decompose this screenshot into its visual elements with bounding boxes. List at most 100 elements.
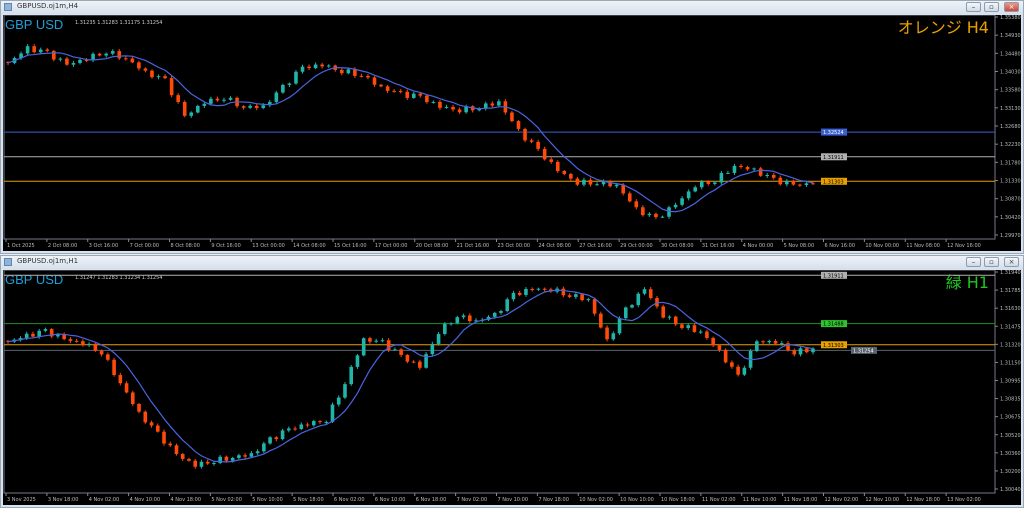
candle-body [634,201,639,208]
candle-body [474,320,478,322]
x-tick-label: 4 Nov 02:00 [89,497,120,503]
candle-body [778,177,783,185]
candle-body [599,313,603,328]
candle-body [711,337,715,346]
chart-window-h4[interactable]: GBPUSD.oj1m,H4 – ▫ × GBP USD 1.31235 1.3… [0,0,1024,254]
x-tick-label: 10 Nov 10:00 [620,497,654,503]
candle-body [792,350,797,355]
candle-body [791,180,796,185]
candle-body [654,213,658,218]
window-titlebar[interactable]: GBPUSD.oj1m,H4 – ▫ × [1,1,1023,14]
y-tick-label: 1.32230 [1000,142,1021,148]
x-tick-label: 23 Oct 00:00 [498,243,531,249]
candle-body [505,299,510,312]
candle-body [467,315,472,322]
minimize-button[interactable]: – [966,257,981,267]
chart-window-h1[interactable]: GBPUSD.oj1m,H1 – ▫ × GBP USD 1.31247 1.3… [0,255,1024,508]
y-tick-label: 1.31630 [1000,306,1021,312]
candle-body [174,445,179,455]
candle-body [605,327,609,340]
candle-body [106,354,110,360]
candle-body [187,458,191,461]
candle-body [93,343,98,351]
restore-button[interactable]: ▫ [984,2,999,12]
price-chart-h1[interactable]: GBP USD 1.31247 1.31283 1.31234 1.31254 … [3,270,1021,505]
candle-body [592,299,597,314]
candle-body [336,397,341,405]
candle-body [555,161,560,172]
candle-body [293,428,297,430]
candle-body [78,59,82,64]
candle-body [499,311,503,313]
x-tick-label: 5 Nov 08:00 [784,243,815,249]
candle-body [49,329,54,337]
candle-body [630,305,634,308]
window-titlebar[interactable]: GBPUSD.oj1m,H1 – ▫ × [1,256,1023,269]
x-tick-label: 14 Oct 08:00 [293,243,326,249]
candle-body [492,312,497,317]
candle-body [811,183,815,185]
candle-body [542,148,547,160]
candle-body [131,392,135,405]
candle-body [486,316,491,320]
candle-body [149,422,154,426]
candle-body [561,288,566,296]
ohlc-readout: 1.31235 1.31283 1.31175 1.31254 [75,20,163,26]
minimize-button[interactable]: – [966,2,981,12]
candle-body [349,366,354,385]
y-tick-label: 1.31475 [1000,324,1021,330]
candle-body [255,451,260,454]
candle-body [723,349,728,363]
y-tick-label: 1.30995 [1000,379,1021,385]
candle-body [168,443,173,446]
candle-body [81,341,85,345]
x-tick-label: 15 Oct 16:00 [334,243,367,249]
price-level-label: 1.31911 [823,155,844,161]
candle-body [110,51,115,54]
price-level-label: 1.31303 [823,343,844,349]
candle-body [169,78,174,96]
candle-body [804,348,809,353]
x-tick-label: 12 Nov 18:00 [906,497,940,503]
price-chart-h4[interactable]: GBP USD 1.31235 1.31283 1.31175 1.31254 … [3,15,1021,251]
restore-button[interactable]: ▫ [984,257,999,267]
candle-body [648,289,653,298]
candle-body [182,102,187,116]
x-tick-label: 11 Nov 08:00 [906,243,940,249]
candle-body [693,187,697,192]
x-tick-label: 12 Nov 02:00 [825,497,859,503]
candle-body [686,325,690,328]
price-level-label: 1.31488 [823,322,844,328]
candle-body [58,58,63,60]
candle-body [176,95,180,103]
x-tick-label: 10 Nov 02:00 [579,497,613,503]
candle-body [449,323,453,325]
candle-body [372,77,377,85]
y-tick-label: 1.31330 [1000,179,1021,185]
candle-body [399,349,403,355]
candle-body [215,98,220,101]
candle-body [68,339,73,341]
x-tick-label: 11 Nov 18:00 [784,497,818,503]
candle-body [267,101,272,106]
candle-body [405,91,410,98]
price-level-label: 1.31303 [823,179,844,185]
candle-body [281,84,285,93]
candle-body [418,93,423,96]
y-tick-label: 1.30200 [1000,469,1021,475]
y-tick-label: 1.32680 [1000,124,1021,130]
x-tick-label: 3 Nov 18:00 [48,497,79,503]
candle-body [287,428,291,431]
close-button[interactable]: × [1004,2,1019,12]
candle-body [19,53,23,58]
close-button[interactable]: × [1004,257,1019,267]
candle-body [745,166,750,170]
candle-body [261,105,266,108]
candle-body [698,331,703,333]
candle-body [45,49,50,51]
candle-body [137,62,141,69]
x-tick-label: 5 Nov 18:00 [293,497,324,503]
y-tick-label: 1.31785 [1000,288,1021,294]
candle-body [575,178,580,185]
candle-body [524,288,528,295]
